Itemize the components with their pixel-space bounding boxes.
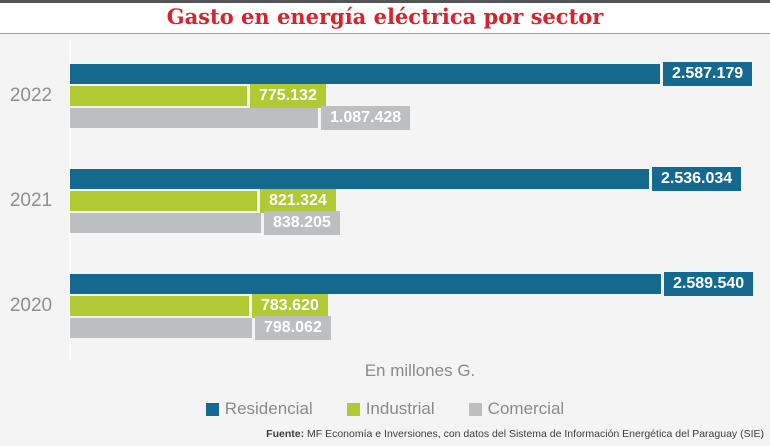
- bar-residencial-2021: [70, 169, 649, 189]
- legend-swatch-icon: [346, 402, 360, 416]
- title-divider: [0, 33, 770, 34]
- value-label-comercial-2020: 798.062: [255, 316, 331, 340]
- legend-swatch-icon: [468, 402, 482, 416]
- bar-comercial-2020: [70, 318, 252, 338]
- value-label-comercial-2022: 1.087.428: [321, 106, 411, 130]
- value-label-industrial-2020: 783.620: [252, 294, 328, 318]
- value-label-industrial-2022: 775.132: [250, 84, 326, 108]
- title-band: [0, 3, 770, 33]
- value-label-residencial-2021: 2.536.034: [652, 167, 742, 191]
- value-label-residencial-2022: 2.587.179: [663, 62, 753, 86]
- top-border: [0, 0, 770, 3]
- source-text: MF Economía e Inversiones, con datos del…: [304, 428, 764, 440]
- legend-item-industrial: Industrial: [346, 399, 435, 419]
- source-prefix: Fuente:: [266, 428, 305, 440]
- plot-area: 2022 2.587.179 775.132 1.087.428 2021 2.536.0…: [0, 34, 770, 360]
- legend-label: Industrial: [365, 399, 435, 418]
- legend-label: Comercial: [487, 399, 565, 418]
- category-label-2022: 2022: [9, 85, 53, 106]
- source-note: Fuente: MF Economía e Inversiones, con d…: [266, 428, 764, 440]
- legend: Residencial Industrial Comercial: [0, 399, 770, 419]
- bar-comercial-2021: [70, 213, 261, 233]
- value-label-comercial-2021: 838.205: [264, 211, 340, 235]
- bar-industrial-2021: [70, 191, 257, 211]
- page-title: Gasto en energía eléctrica por sector: [166, 4, 604, 29]
- category-label-2021: 2021: [9, 190, 53, 211]
- value-label-residencial-2020: 2.589.540: [664, 272, 754, 296]
- legend-swatch-icon: [205, 402, 219, 416]
- legend-item-comercial: Comercial: [468, 399, 565, 419]
- bar-industrial-2020: [70, 296, 249, 316]
- legend-label: Residencial: [224, 399, 313, 418]
- value-label-industrial-2021: 821.324: [260, 189, 336, 213]
- bar-residencial-2020: [70, 274, 661, 294]
- unit-label: En millones G.: [364, 361, 476, 380]
- category-label-2020: 2020: [9, 295, 53, 316]
- bar-industrial-2022: [70, 86, 247, 106]
- legend-item-residencial: Residencial: [205, 399, 313, 419]
- bar-comercial-2022: [70, 108, 318, 128]
- bar-residencial-2022: [70, 64, 660, 84]
